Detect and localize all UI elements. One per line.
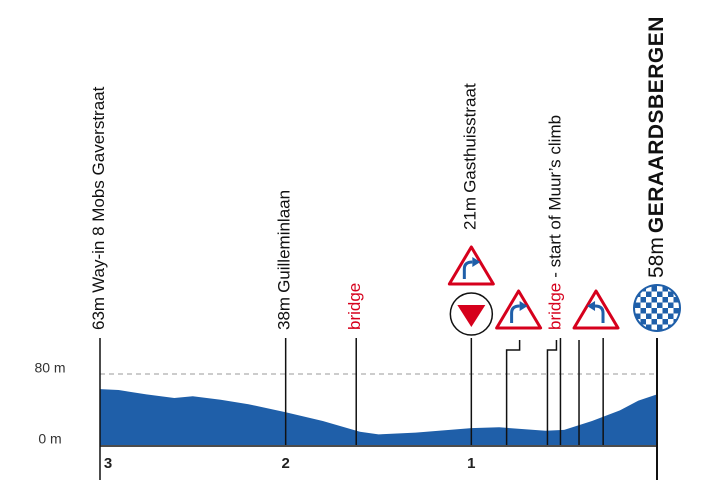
flag-square xyxy=(657,286,663,292)
marker-name: GERAARDSBERGEN xyxy=(645,16,668,233)
flag-square xyxy=(657,319,663,325)
flag-square xyxy=(673,313,679,319)
turn-arrow xyxy=(462,260,473,279)
descent-triangle xyxy=(457,305,486,327)
x-tick-label: 3 xyxy=(104,455,112,472)
flag-square xyxy=(635,308,641,314)
flag-square xyxy=(673,302,679,308)
marker-elevation: 63m xyxy=(89,297,108,330)
x-tick-label: 2 xyxy=(281,455,289,472)
marker-elevation: 58m xyxy=(645,237,668,278)
flag-square xyxy=(640,302,646,308)
flag-square xyxy=(673,324,679,330)
flag-square xyxy=(668,308,674,314)
flag-square xyxy=(662,313,668,319)
flag-square xyxy=(646,297,652,303)
marker-name: bridge xyxy=(346,283,365,330)
warning-sign xyxy=(495,289,543,330)
flag-square xyxy=(640,291,646,297)
elevation-area xyxy=(100,389,657,445)
marker-elevation: 21m xyxy=(461,197,480,230)
y-tick-label: 80 m xyxy=(34,360,65,376)
marker-label: 63m Way-in 8 Mobs Gaverstraat xyxy=(89,86,108,330)
y-tick-label: 0 m xyxy=(38,431,61,447)
flag-square xyxy=(651,291,657,297)
marker-name: Guilleminlaan xyxy=(275,190,294,293)
flag-square xyxy=(646,308,652,314)
flag-square xyxy=(646,286,652,292)
turn-arrowhead xyxy=(587,301,596,311)
x-tick-label: 1 xyxy=(467,455,475,472)
turn-arrow xyxy=(594,304,605,323)
flag-square xyxy=(668,297,674,303)
marker-name: bridge xyxy=(546,283,565,330)
flag-square xyxy=(651,313,657,319)
marker-label: 58m GERAARDSBERGEN xyxy=(645,16,668,278)
flag-square xyxy=(657,297,663,303)
flag-square xyxy=(662,324,668,330)
marker-name: Way-in 8 Mobs Gaverstraat xyxy=(89,86,108,293)
marker-label: 21m Gasthuisstraat xyxy=(461,83,480,230)
flag-square xyxy=(651,324,657,330)
marker-line xyxy=(546,340,558,445)
flag-square xyxy=(662,291,668,297)
flag-square xyxy=(651,302,657,308)
marker-label: bridge - start of Muur’s climb xyxy=(546,115,565,330)
marker-line xyxy=(505,340,521,445)
warning-sign xyxy=(572,289,620,330)
flag-square xyxy=(640,313,646,319)
marker-label: 38m Guilleminlaan xyxy=(275,190,294,330)
warning-sign xyxy=(447,245,495,286)
marker-label: bridge xyxy=(346,283,365,330)
flag-square xyxy=(635,286,641,292)
marker-name: Gasthuisstraat xyxy=(461,83,480,193)
flag-square xyxy=(657,308,663,314)
turn-arrowhead xyxy=(519,301,528,311)
flag-square xyxy=(668,319,674,325)
turn-arrowhead xyxy=(472,257,481,267)
marker-elevation: 38m xyxy=(275,297,294,330)
flag-square xyxy=(646,319,652,325)
flag-square xyxy=(662,302,668,308)
flag-square xyxy=(635,297,641,303)
marker-suffix: - start of Muur’s climb xyxy=(546,115,565,278)
turn-arrow xyxy=(510,304,520,323)
